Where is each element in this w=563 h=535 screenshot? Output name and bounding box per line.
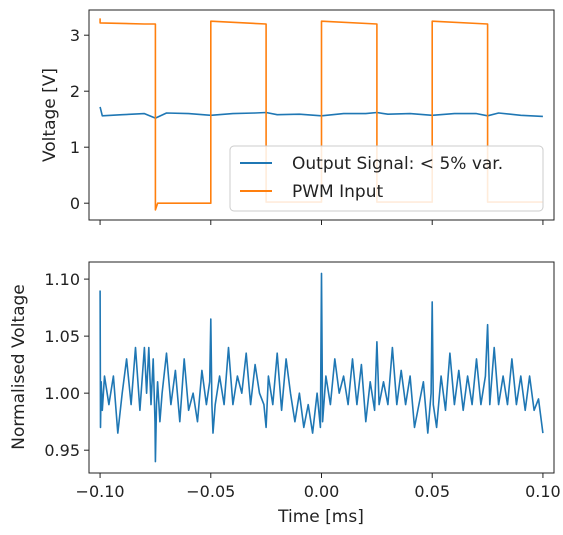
voltage-panel: 0 1 2 3 Voltage [V] Output Signal: < 5% var… xyxy=(40,9,555,225)
normalised-voltage-panel: −0.10 −0.05 0.00 0.05 0.10 0.95 1.00 1.05 1.10 N… xyxy=(9,261,561,527)
normalised-y-tick-label: 1.10 xyxy=(44,270,80,289)
x-tick-label: −0.05 xyxy=(186,482,235,501)
voltage-ticks: 0 1 2 3 xyxy=(70,26,544,225)
voltage-y-tick-label: 2 xyxy=(70,82,80,101)
voltage-y-tick-label: 0 xyxy=(70,194,80,213)
time-axis-label: Time [ms] xyxy=(277,507,364,527)
normalised-series-layer xyxy=(99,272,544,463)
x-tick-label: 0.10 xyxy=(525,482,561,501)
voltage-series-line-0 xyxy=(99,106,543,119)
x-tick-label: 0.00 xyxy=(304,482,340,501)
legend: Output Signal: < 5% var. PWM Input xyxy=(229,145,544,212)
normalised-y-tick-label: 0.95 xyxy=(44,441,80,460)
voltage-y-tick-label: 1 xyxy=(70,138,80,157)
normalised-y-tick-label: 1.05 xyxy=(44,327,80,346)
voltage-y-tick-label: 3 xyxy=(70,26,80,45)
normalised-axis-label: Normalised Voltage xyxy=(9,284,29,450)
legend-box xyxy=(229,145,544,212)
normalised-ticks: −0.10 −0.05 0.00 0.05 0.10 0.95 1.00 1.05 1.10 xyxy=(44,270,560,501)
legend-label-output-signal: Output Signal: < 5% var. xyxy=(292,154,503,174)
legend-label-pwm-input: PWM Input xyxy=(292,182,383,202)
x-tick-label: −0.10 xyxy=(76,482,125,501)
normalised-y-tick-label: 1.00 xyxy=(44,384,80,403)
voltage-axis-label: Voltage [V] xyxy=(40,68,60,162)
x-tick-label: 0.05 xyxy=(414,482,450,501)
normalised-series-line-0 xyxy=(99,272,544,463)
